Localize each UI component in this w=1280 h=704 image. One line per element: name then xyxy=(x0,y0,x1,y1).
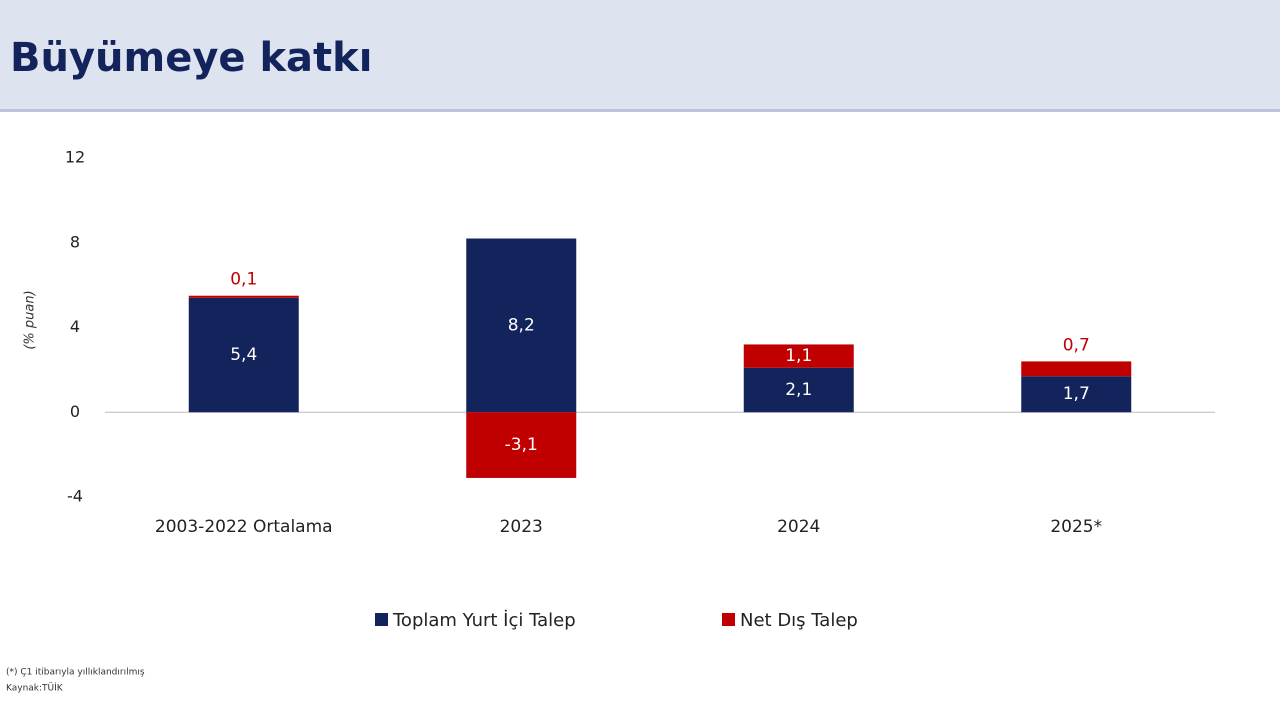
bar-segment xyxy=(466,238,577,413)
data-label: -3,1 xyxy=(505,435,538,455)
y-tick-label: 8 xyxy=(70,232,80,251)
x-tick-label: 2025* xyxy=(1050,517,1102,537)
chart-title: Büyümeye katkı xyxy=(10,35,372,81)
data-label: 0,7 xyxy=(1063,335,1090,355)
legend-label: Net Dış Talep xyxy=(740,610,858,631)
data-label: 5,4 xyxy=(230,345,257,365)
y-tick-label: -4 xyxy=(67,487,83,506)
legend-swatch xyxy=(375,613,388,626)
y-tick-label: 4 xyxy=(70,317,80,336)
bar-segment xyxy=(466,412,577,478)
data-label: 2,1 xyxy=(785,380,812,400)
data-label: 1,7 xyxy=(1063,384,1090,404)
bar-segment xyxy=(743,344,854,368)
header-rule xyxy=(0,109,1280,112)
data-label: 8,2 xyxy=(508,315,535,335)
bar-segment xyxy=(1021,376,1132,413)
x-tick-label: 2023 xyxy=(500,517,543,537)
data-label: 1,1 xyxy=(785,346,812,366)
bar-segment xyxy=(1021,361,1132,377)
bar-segment xyxy=(188,295,299,298)
data-label: 0,1 xyxy=(230,270,257,290)
bar-segment xyxy=(743,367,854,413)
source: Kaynak:TÜİK xyxy=(6,683,64,694)
bar-segment xyxy=(188,297,299,413)
y-tick-label: 12 xyxy=(65,148,85,167)
y-tick-label: 0 xyxy=(70,402,80,421)
x-tick-label: 2024 xyxy=(777,517,820,537)
y-axis-title: (% puan) xyxy=(23,290,38,349)
x-tick-label: 2003-2022 Ortalama xyxy=(155,517,333,537)
footnote: (*) Ç1 itibarıyla yıllıklandırılmış xyxy=(6,668,145,678)
header-band xyxy=(0,0,1280,111)
legend-swatch xyxy=(722,613,735,626)
legend-label: Toplam Yurt İçi Talep xyxy=(392,610,576,631)
